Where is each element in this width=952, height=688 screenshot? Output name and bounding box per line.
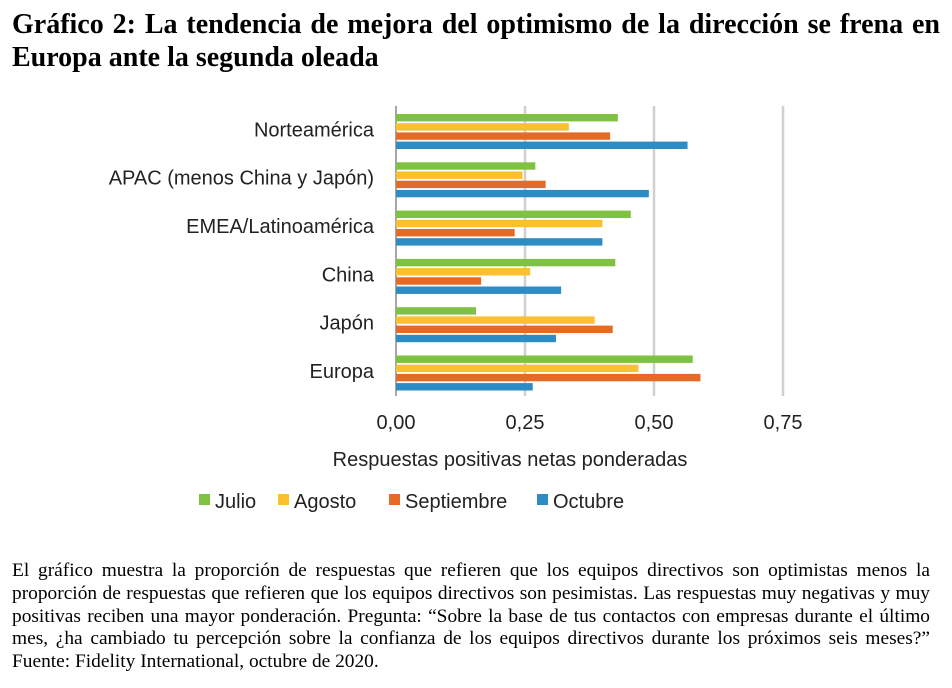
legend-swatch-julio — [199, 494, 210, 505]
bar-agosto — [396, 316, 595, 324]
legend-swatch-agosto — [278, 494, 289, 505]
bar-octubre — [396, 286, 562, 294]
legend-label-agosto: Agosto — [294, 491, 356, 513]
category-label: APAC (menos China y Japón) — [109, 168, 374, 190]
category-label: EMEA/Latinoamérica — [186, 216, 375, 238]
bar-octubre — [396, 189, 649, 198]
bar-octubre — [396, 141, 688, 149]
bar-series — [396, 114, 701, 391]
bar-septiembre — [396, 373, 701, 382]
chart-caption: El gráfico muestra la proporción de resp… — [12, 560, 930, 673]
bar-octubre — [396, 238, 603, 246]
x-tick-labels: 0,00 0,25 0,50 0,75 — [377, 412, 803, 434]
bar-chart: Norteamérica APAC (menos China y Japón) EM… — [109, 106, 803, 513]
category-label: China — [322, 264, 375, 286]
bar-julio — [396, 258, 616, 267]
category-labels: Norteamérica APAC (menos China y Japón) EM… — [109, 119, 375, 383]
bar-septiembre — [396, 277, 482, 285]
bar-septiembre — [396, 132, 611, 140]
x-tick-label: 0,50 — [635, 412, 674, 434]
chart-title: Gráfico 2: La tendencia de mejora del op… — [12, 9, 940, 73]
legend: Julio Agosto Septiembre Octubre — [199, 491, 624, 513]
bar-septiembre — [396, 180, 546, 189]
bar-octubre — [396, 334, 556, 343]
legend-label-julio: Julio — [215, 491, 256, 513]
legend-swatch-octubre — [537, 494, 548, 505]
bar-octubre — [396, 383, 533, 391]
bar-julio — [396, 307, 476, 315]
x-tick-label: 0,75 — [764, 412, 803, 434]
legend-label-octubre: Octubre — [553, 491, 624, 513]
legend-swatch-septiembre — [389, 494, 400, 505]
bar-agosto — [396, 171, 523, 179]
bar-julio — [396, 114, 618, 122]
bar-agosto — [396, 268, 531, 276]
category-label: Japón — [320, 313, 375, 335]
bar-julio — [396, 162, 536, 170]
gridlines — [395, 106, 785, 396]
bar-agosto — [396, 364, 639, 373]
category-label: Norteamérica — [254, 119, 375, 141]
bar-septiembre — [396, 229, 515, 237]
x-tick-label: 0,25 — [506, 412, 545, 434]
bar-agosto — [396, 123, 569, 131]
bar-agosto — [396, 219, 603, 228]
bar-septiembre — [396, 325, 613, 333]
legend-label-septiembre: Septiembre — [405, 491, 507, 513]
category-label: Europa — [310, 361, 375, 383]
x-axis-label: Respuestas positivas netas ponderadas — [333, 449, 688, 471]
bar-julio — [396, 210, 631, 218]
x-tick-label: 0,00 — [377, 412, 416, 434]
bar-julio — [396, 355, 693, 363]
